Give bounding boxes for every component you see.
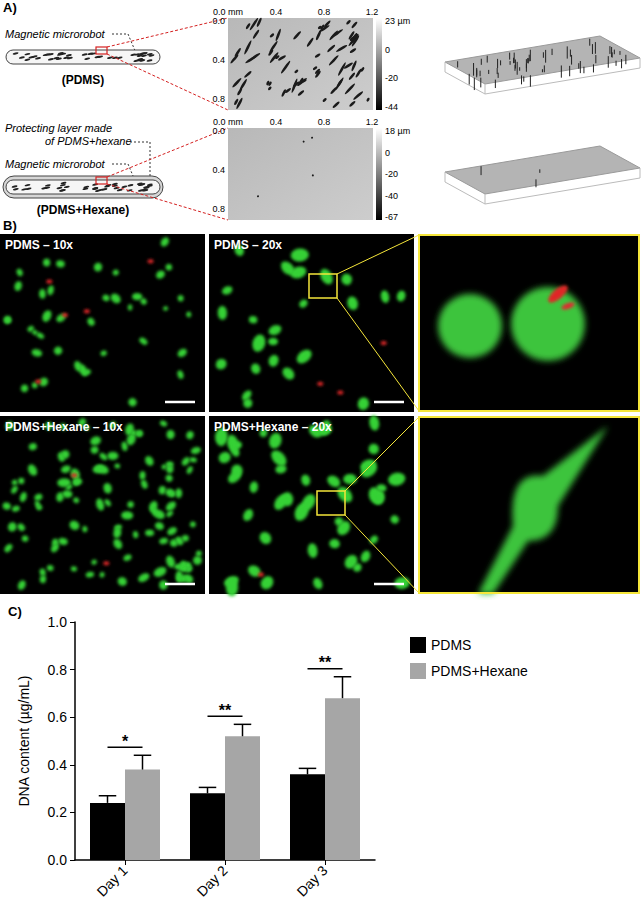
svg-text:0.0: 0.0: [212, 16, 225, 26]
svg-text:PDMS: PDMS: [431, 637, 471, 653]
svg-text:23 µm: 23 µm: [385, 16, 410, 26]
svg-text:0.4: 0.4: [270, 7, 283, 17]
svg-text:0.8: 0.8: [212, 204, 225, 214]
svg-text:-20: -20: [385, 169, 398, 179]
svg-text:0.6: 0.6: [48, 709, 68, 725]
svg-text:PDMS+Hexane – 20x: PDMS+Hexane – 20x: [214, 420, 332, 434]
svg-text:0.0: 0.0: [48, 852, 68, 868]
svg-text:Protecting layer made: Protecting layer made: [5, 122, 112, 134]
svg-text:Magnetic microrobot: Magnetic microrobot: [5, 28, 106, 40]
svg-text:0.0: 0.0: [212, 126, 225, 136]
svg-text:0.8: 0.8: [212, 94, 225, 104]
svg-text:0.2: 0.2: [48, 804, 68, 820]
svg-text:0.4: 0.4: [212, 55, 225, 65]
svg-text:-40: -40: [385, 191, 398, 201]
svg-text:Magnetic microrobot: Magnetic microrobot: [5, 158, 106, 170]
svg-text:PDMS+Hexane – 10x: PDMS+Hexane – 10x: [5, 420, 123, 434]
svg-text:**: **: [219, 702, 232, 719]
svg-text:1.2: 1.2: [366, 117, 379, 127]
svg-text:(PDMS): (PDMS): [62, 73, 105, 87]
svg-text:1.0: 1.0: [48, 614, 68, 630]
svg-text:0.0 mm: 0.0 mm: [213, 117, 243, 127]
svg-text:(PDMS+Hexane): (PDMS+Hexane): [37, 203, 129, 217]
svg-text:-20: -20: [385, 73, 398, 83]
svg-text:1.2: 1.2: [366, 7, 379, 17]
svg-text:PDMS – 20x: PDMS – 20x: [214, 238, 282, 252]
svg-text:C): C): [8, 604, 22, 619]
svg-text:0: 0: [385, 45, 390, 55]
svg-text:PDMS+Hexane: PDMS+Hexane: [431, 663, 528, 679]
svg-text:18 µm: 18 µm: [385, 126, 410, 136]
svg-text:0.0 mm: 0.0 mm: [213, 7, 243, 17]
svg-text:-67: -67: [385, 212, 398, 222]
svg-text:0.4: 0.4: [270, 117, 283, 127]
svg-text:PDMS – 10x: PDMS – 10x: [5, 238, 73, 252]
svg-text:Day 1: Day 1: [94, 862, 131, 899]
svg-text:-44: -44: [385, 102, 398, 112]
svg-text:Day 3: Day 3: [294, 862, 331, 899]
svg-text:**: **: [319, 654, 332, 671]
svg-text:0.4: 0.4: [48, 757, 68, 773]
svg-text:0.8: 0.8: [48, 662, 68, 678]
svg-text:0.4: 0.4: [212, 165, 225, 175]
svg-text:of PDMS+hexane: of PDMS+hexane: [45, 135, 132, 147]
svg-text:0: 0: [385, 148, 390, 158]
svg-text:0.8: 0.8: [318, 117, 331, 127]
svg-text:B): B): [3, 218, 17, 233]
svg-text:Day 2: Day 2: [194, 862, 231, 899]
svg-text:DNA content (µg/mL): DNA content (µg/mL): [16, 675, 32, 806]
svg-text:A): A): [3, 0, 17, 15]
svg-text:*: *: [122, 733, 129, 750]
svg-text:0.8: 0.8: [318, 7, 331, 17]
